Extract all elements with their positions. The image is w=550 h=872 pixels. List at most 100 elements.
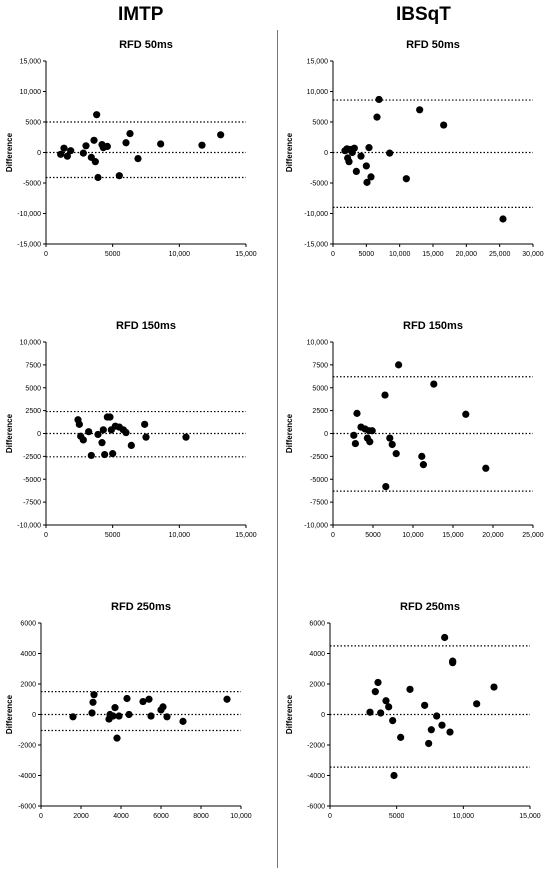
x-tick-label: 0 <box>331 251 335 258</box>
data-point <box>79 149 87 157</box>
y-tick-label: -4000 <box>307 773 325 780</box>
data-point <box>373 113 381 121</box>
data-point <box>482 464 490 472</box>
data-point <box>395 361 403 369</box>
data-point <box>85 428 93 436</box>
x-tick-label: 5000 <box>359 251 375 258</box>
y-tick-label: 10,000 <box>307 340 329 347</box>
data-point <box>75 420 83 428</box>
y-tick-label: 7500 <box>312 362 328 369</box>
data-point <box>381 391 389 399</box>
data-point <box>345 158 353 166</box>
data-point <box>82 142 90 150</box>
y-tick-label: 0 <box>324 431 328 438</box>
x-tick-label: 10,000 <box>169 251 191 258</box>
data-point <box>389 717 397 725</box>
chart-ibsqt-rfd-250ms: RFD 250ms Difference -6000 -4000 -2000 0 2000 4… <box>285 601 541 820</box>
y-tick-label: -2500 <box>23 454 41 461</box>
data-point <box>126 129 134 138</box>
y-tick-label: 2500 <box>312 408 328 415</box>
data-point <box>365 144 373 152</box>
y-tick-label: 5000 <box>25 120 41 127</box>
y-axis-label: Difference <box>285 694 294 734</box>
data-point <box>382 697 390 705</box>
chart-title: RFD 50ms <box>406 39 460 51</box>
data-point <box>366 438 374 446</box>
data-point <box>440 121 448 129</box>
data-point <box>87 451 95 460</box>
x-tick-label: 2000 <box>73 813 89 820</box>
x-tick-label: 6000 <box>153 813 169 820</box>
y-tick-label: -2500 <box>310 454 328 461</box>
y-tick-label: -7500 <box>310 500 328 507</box>
y-tick-label: -5000 <box>310 477 328 484</box>
data-point <box>375 95 383 104</box>
chart-imtp-rfd-250ms: RFD 250ms Difference -6000 -4000 -2000 0 2000 4… <box>5 601 252 820</box>
y-tick-label: -5000 <box>310 181 328 188</box>
y-axis-label: Difference <box>285 132 294 172</box>
y-tick-label: -5000 <box>23 477 41 484</box>
y-tick-label: -15,000 <box>304 242 328 249</box>
data-point <box>98 439 106 447</box>
y-tick-label: 0 <box>32 712 36 719</box>
data-point <box>425 739 433 748</box>
y-tick-label: -2000 <box>18 743 36 750</box>
data-point <box>386 434 394 442</box>
y-axis-label: Difference <box>5 132 14 172</box>
data-point <box>363 178 371 186</box>
x-tick-label: 5000 <box>365 532 381 539</box>
data-point <box>89 698 97 706</box>
data-point <box>109 712 117 720</box>
chart-imtp-rfd-50ms: RFD 50ms Difference -15,000 -10,000 -5000 0 50… <box>5 39 257 258</box>
x-tick-label: 15,000 <box>235 251 257 258</box>
data-point <box>351 439 359 448</box>
data-point <box>69 713 77 721</box>
column-title-imtp: IMTP <box>118 4 164 25</box>
data-point <box>441 633 449 642</box>
x-tick-label: 25,000 <box>489 251 511 258</box>
x-tick-label: 20,000 <box>456 251 478 258</box>
y-tick-label: -7500 <box>23 500 41 507</box>
data-point <box>427 726 435 734</box>
x-tick-label: 15,000 <box>422 251 444 258</box>
data-point <box>386 149 394 157</box>
data-point <box>122 139 130 147</box>
data-point <box>353 409 361 417</box>
column-title-ibsqt: IBSqT <box>396 4 451 25</box>
data-point <box>392 450 400 458</box>
data-point <box>473 700 481 708</box>
data-point <box>103 142 111 150</box>
data-point <box>60 144 68 152</box>
data-point <box>122 428 130 437</box>
x-tick-label: 25,000 <box>522 532 544 539</box>
y-axis-label: Difference <box>5 694 14 734</box>
data-point <box>362 162 370 170</box>
y-tick-label: 0 <box>321 712 325 719</box>
y-tick-label: -6000 <box>307 804 325 811</box>
data-point <box>67 147 75 155</box>
data-point <box>157 140 165 148</box>
data-point <box>159 703 167 711</box>
data-point <box>490 683 498 691</box>
data-point <box>430 380 438 388</box>
data-point <box>139 697 147 706</box>
data-point <box>406 685 414 693</box>
data-point <box>94 173 102 182</box>
chart-title: RFD 250ms <box>400 601 460 613</box>
x-tick-label: 0 <box>331 532 335 539</box>
data-point <box>357 152 365 160</box>
y-tick-label: -6000 <box>18 804 36 811</box>
x-tick-label: 10,000 <box>169 532 191 539</box>
x-tick-label: 0 <box>44 251 48 258</box>
x-tick-label: 5000 <box>105 532 121 539</box>
data-point <box>438 721 446 729</box>
x-tick-label: 15,000 <box>519 813 541 820</box>
data-point <box>91 158 99 166</box>
data-point <box>142 433 150 441</box>
x-tick-label: 20,000 <box>482 532 504 539</box>
x-tick-label: 5000 <box>389 813 405 820</box>
data-point <box>88 709 96 717</box>
chart-title: RFD 150ms <box>403 320 463 332</box>
y-tick-label: 0 <box>37 431 41 438</box>
y-tick-label: 5000 <box>312 385 328 392</box>
